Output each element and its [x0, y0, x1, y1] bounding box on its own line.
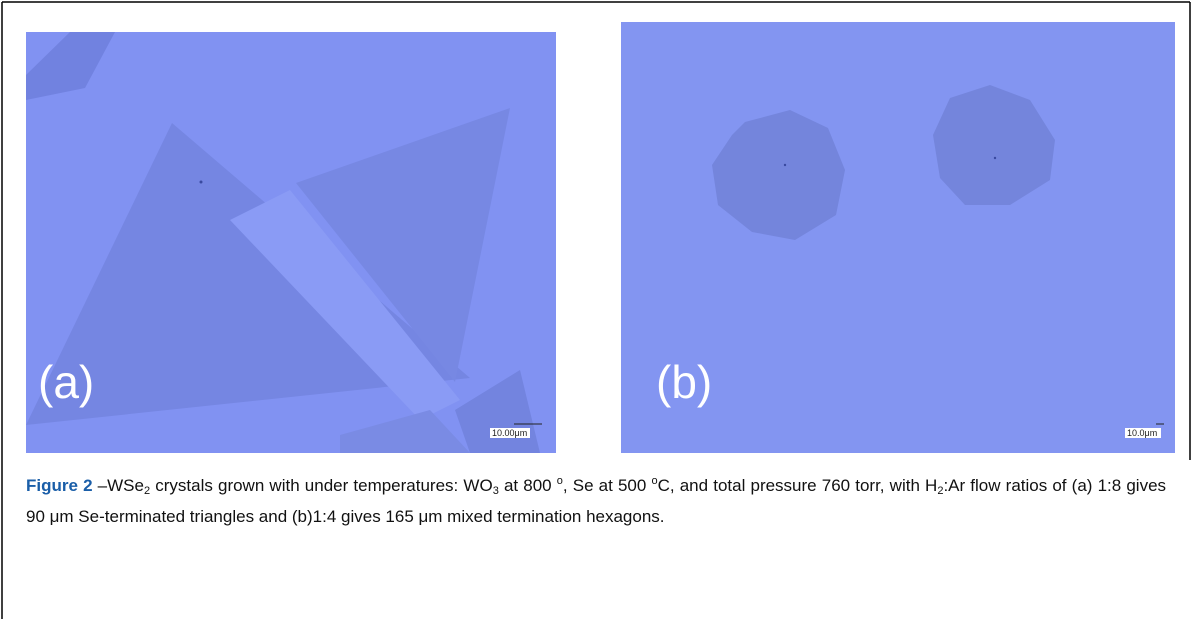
- page: (a) 10.00μm (b) 10.0μm Figure 2 –WSe2 cr…: [0, 0, 1192, 619]
- panel-label: (b): [656, 356, 712, 408]
- speck: [994, 157, 996, 159]
- scale-label: 10.0μm: [1127, 428, 1157, 438]
- speck: [784, 164, 786, 166]
- panel-label: (a): [38, 356, 94, 408]
- caption-text: –WSe: [93, 476, 144, 495]
- scale-label: 10.00μm: [492, 428, 527, 438]
- caption-text: at 800: [499, 476, 557, 495]
- caption-text: crystals grown with under temperatures: …: [150, 476, 493, 495]
- panel-a: (a) 10.00μm: [26, 32, 556, 453]
- caption-text: , Se at 500: [563, 476, 652, 495]
- panel-b: (b) 10.0μm: [621, 22, 1175, 453]
- caption-text: C, and total pressure 760 torr, with H: [658, 476, 938, 495]
- speck: [200, 181, 203, 184]
- figure-number: Figure 2: [26, 476, 93, 495]
- caption: Figure 2 –WSe2 crystals grown with under…: [26, 470, 1166, 532]
